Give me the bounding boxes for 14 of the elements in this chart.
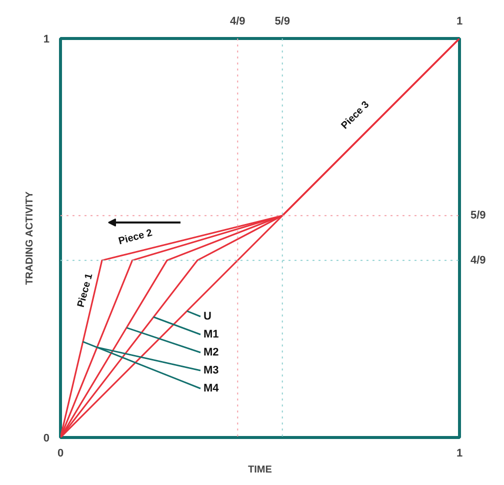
text: 5/9 [274,16,290,28]
y-axis-title: TRADING ACTIVITY [24,191,36,285]
text: 5/9 [470,210,486,222]
annotation: Piece 2 [117,228,154,248]
annotation: Piece 1 [76,272,96,309]
annotation: M2 [204,346,219,358]
annotation: M3 [204,364,219,376]
annotation: M4 [204,382,220,394]
annotation: U [204,310,212,322]
text: 1 [456,16,463,28]
annotation: M1 [204,328,219,340]
text: 4/9 [230,16,246,28]
x-axis-title: TIME [248,464,272,476]
text: 4/9 [470,254,486,266]
